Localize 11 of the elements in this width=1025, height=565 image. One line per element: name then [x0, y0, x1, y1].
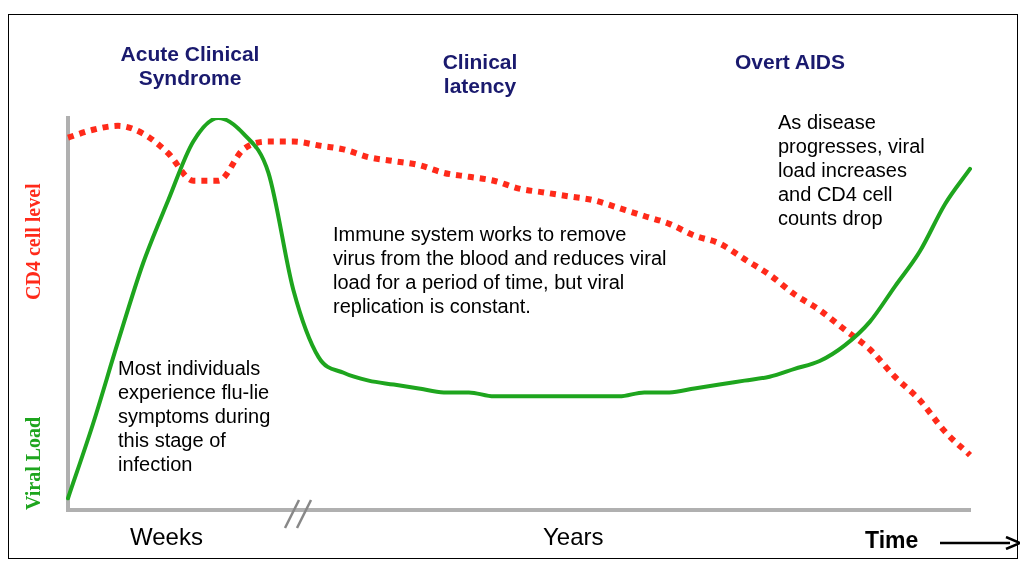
- text: Viral Load: [22, 416, 45, 510]
- annotation: As disease progresses, viral load increases and CD4 cell counts drop: [778, 110, 926, 230]
- x-axis-title: Time: [865, 527, 919, 553]
- text: Years: [543, 523, 604, 550]
- text: Weeks: [130, 523, 203, 550]
- annotation: Immune system works to remove virus from the blood and reduces viral load for a period of time, but viral replication is constant.: [333, 222, 668, 318]
- text: Acute Clinical Syndrome: [119, 42, 261, 90]
- text: CD4 cell level: [22, 183, 45, 300]
- text: Clinical latency: [441, 50, 519, 98]
- text: Overt AIDS: [733, 50, 847, 74]
- annotation: Most individuals experience flu-lie symptoms during this stage of infection: [118, 356, 272, 476]
